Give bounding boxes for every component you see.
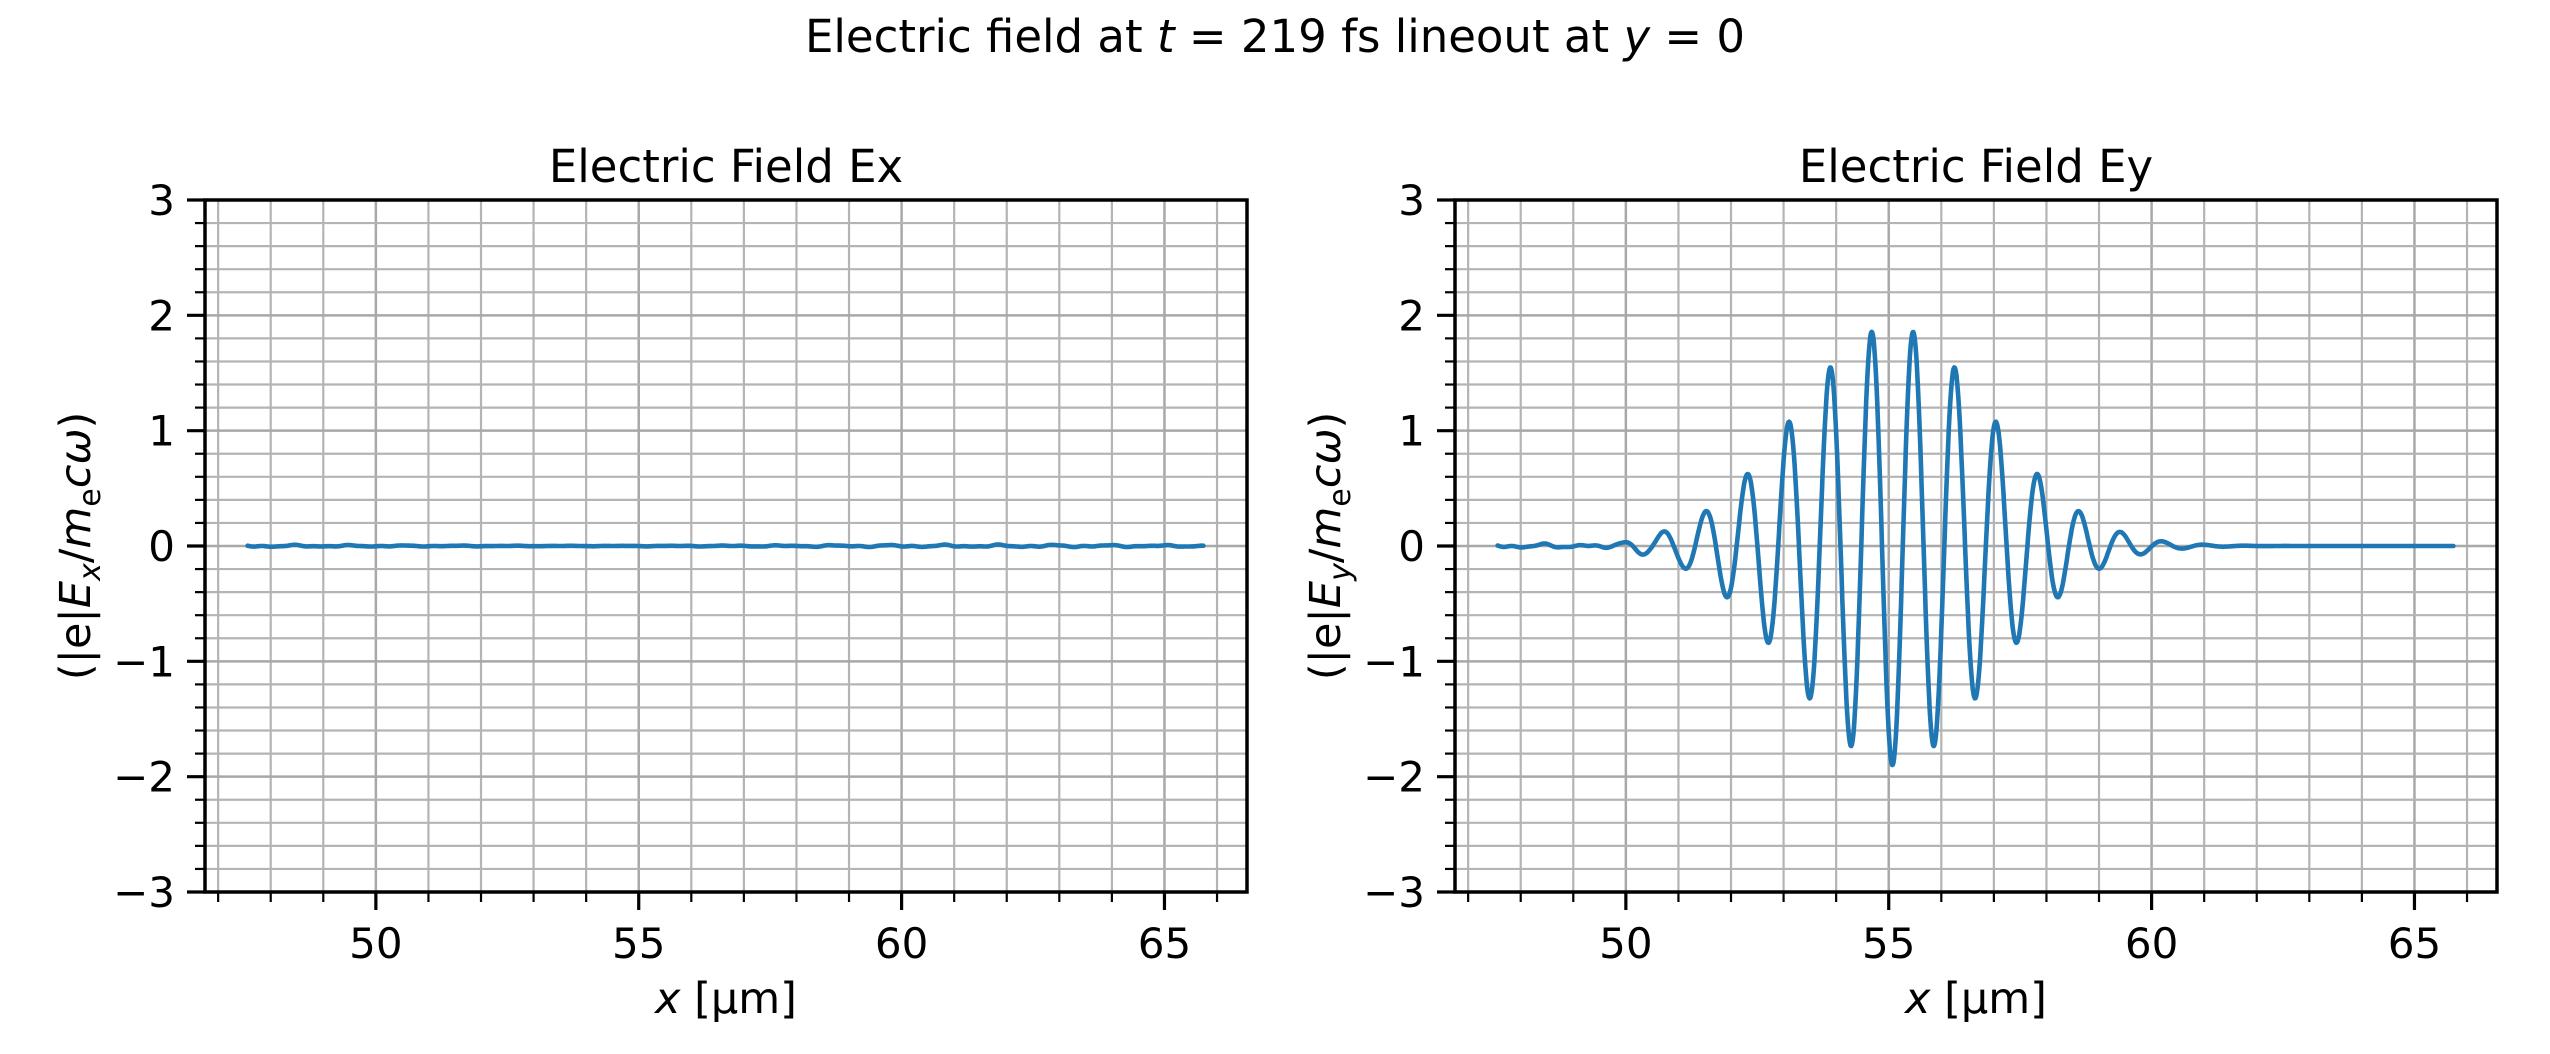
y-tick-label: −3 (1363, 868, 1425, 917)
x-tick-label: 50 (1599, 919, 1652, 968)
y-tick-label: −2 (113, 753, 175, 802)
x-tick-label: 65 (2388, 919, 2441, 968)
ex-title: Electric Field Ex (549, 140, 903, 193)
y-axis-label: (|e|Ey/mecω) (1301, 412, 1358, 681)
ticks (187, 198, 1219, 910)
y-tick-label: −1 (113, 637, 175, 686)
x-tick-label: 60 (2125, 919, 2178, 968)
x-axis-label: x [µm] (653, 974, 797, 1024)
ticks (1437, 198, 2469, 910)
grid (1455, 200, 2497, 892)
x-tick-label: 60 (875, 919, 928, 968)
y-tick-label: 2 (1398, 291, 1425, 340)
y-tick-label: 3 (148, 176, 175, 225)
y-tick-label: −2 (1363, 753, 1425, 802)
x-tick-label: 50 (349, 919, 402, 968)
ey-axes: Electric Field Ey 50 55 60 65 3 2 1 0 −1 −2 −3 x [µ… (1301, 140, 2499, 1024)
y-axis-label: (|e|Ex/mecω) (51, 412, 108, 681)
x-tick-label: 65 (1138, 919, 1191, 968)
x-axis-label: x [µm] (1903, 974, 2047, 1024)
y-tick-label: −3 (113, 868, 175, 917)
series-line-ey (1495, 329, 2456, 768)
series-line-ex (245, 542, 1206, 550)
figure-suptitle: Electric field at t = 219 fs lineout at … (805, 10, 1745, 63)
ey-title: Electric Field Ey (1799, 140, 2153, 193)
ex-axes: Electric Field Ex 50 55 60 65 3 2 1 0 −1 −2 −3 x [µ… (51, 140, 1249, 1024)
y-tick-label: 2 (148, 291, 175, 340)
y-tick-label: 1 (1398, 407, 1425, 456)
y-tick-label: 1 (148, 407, 175, 456)
y-tick-label: 3 (1398, 176, 1425, 225)
y-tick-label: 0 (1398, 522, 1425, 571)
x-tick-label: 55 (612, 919, 665, 968)
x-tick-label: 55 (1862, 919, 1915, 968)
y-tick-label: 0 (148, 522, 175, 571)
y-tick-label: −1 (1363, 637, 1425, 686)
